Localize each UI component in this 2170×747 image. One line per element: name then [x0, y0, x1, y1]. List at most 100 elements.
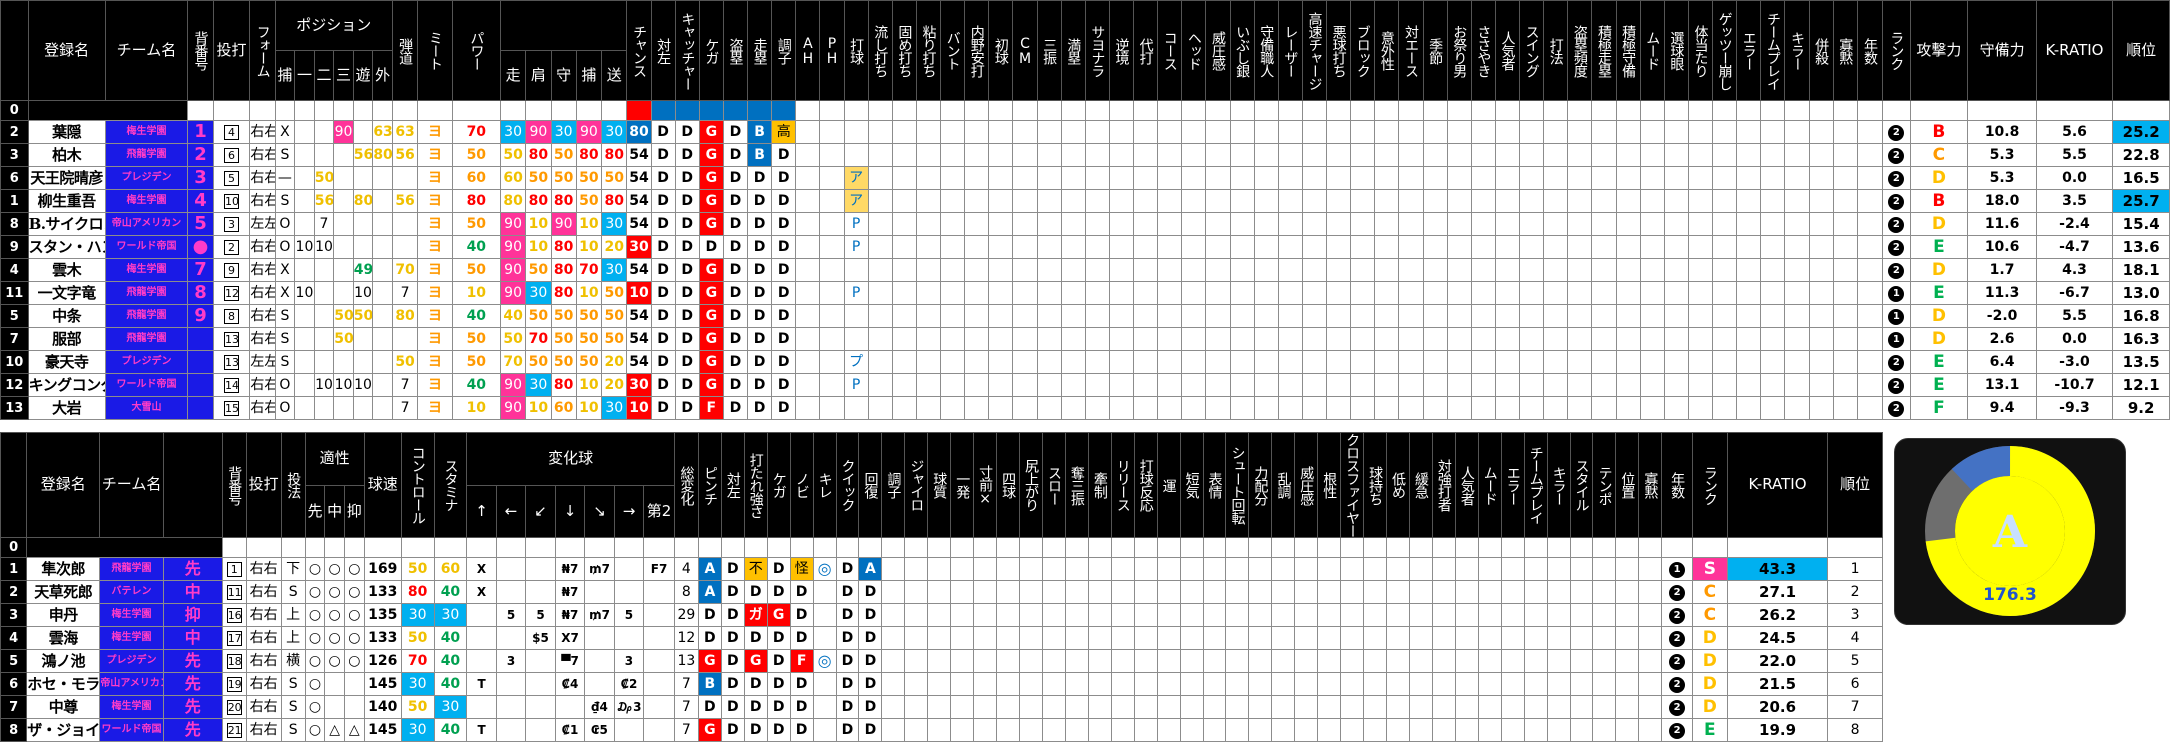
pitcher-row[interactable]: 6ホセ・モラス帝山アメリカン先19右右S○1453040T₡4₡27BDDDDD…	[0, 672, 1883, 696]
skill-cell	[1084, 212, 1110, 236]
skill-cell	[1301, 281, 1328, 305]
ability-value: 50	[575, 304, 603, 328]
skill-cell	[964, 166, 990, 190]
row-zero-skill	[843, 100, 869, 121]
header-skill: ケガ	[698, 0, 724, 101]
batter-row[interactable]: 8B.サイクロン帝山アメリカン53左左O7ヨ50901090103054DDGD…	[0, 212, 2170, 236]
ability-value: 50	[550, 143, 577, 167]
skill-cell	[1133, 373, 1159, 397]
skill-cell	[1205, 304, 1231, 328]
skill-cell	[1084, 373, 1110, 397]
batter-row[interactable]: 12キングコングBBワールド帝国14右右O1010107ヨ40903080102…	[0, 373, 2170, 397]
back-number-box: 5	[223, 170, 239, 186]
row-zero-blank	[525, 100, 552, 121]
skill-cell	[891, 143, 917, 167]
power: 60	[499, 166, 527, 190]
skill-cell	[1108, 373, 1135, 397]
position-value	[294, 166, 315, 190]
skill-cell	[1543, 350, 1569, 374]
power: 50	[499, 143, 527, 167]
skill-cell	[1784, 350, 1810, 374]
batter-row[interactable]: 6天王院晴彦プレジデン35右右—50ヨ60605050505054DDGDDDア…	[0, 166, 2170, 190]
header-skill: キラー	[1784, 0, 1810, 101]
years: 2	[1882, 396, 1911, 420]
skill-cell	[1712, 120, 1738, 144]
batter-row[interactable]: 10豪天寺プレジデン13左左S50ヨ50705050502054DDGDDDプ2…	[0, 350, 2170, 374]
skill-cell	[1784, 166, 1810, 190]
batter-row[interactable]: 4雲木梅生学園79右右X4970ヨ50905080703054DDGDDD2D1…	[0, 258, 2170, 282]
header-skill: K-RATIO	[1726, 432, 1829, 538]
skill-grade: D	[650, 304, 676, 328]
skill-cell	[1454, 603, 1479, 627]
skill-cell	[1712, 373, 1738, 397]
stamina: 40	[433, 718, 468, 742]
aptitude-mark: ○	[324, 626, 345, 650]
back-number-box: 17	[226, 630, 242, 646]
batter-row[interactable]: 11一文字竜飛龍学園812右右X10107ヨ10903080105010DDGD…	[0, 281, 2170, 305]
pitcher-row[interactable]: 3 申丹 梅生学園抑 16 右右上 ○ ○ ○ 135 30 30 5 5 ₦7 ₥7 5 29 D D ガ G D D D 2…	[0, 603, 1883, 627]
position-value: 50	[333, 304, 354, 328]
speed: 145	[363, 718, 402, 742]
skill-cell	[1060, 304, 1086, 328]
years: 2	[1661, 718, 1693, 742]
skill-cell	[1340, 649, 1365, 673]
position-value	[372, 327, 393, 351]
batter-row[interactable]: 13大岩大雪山15右右O7ヨ10901060103010DDFDDD2F9.4-…	[0, 396, 2170, 420]
batter-row[interactable]: 3柏木飛龍学園26右右S568056ヨ50508050808054DDGDBD2…	[0, 143, 2170, 167]
rank: D	[1909, 304, 1969, 328]
skill-cell	[867, 281, 893, 305]
skill-cell	[1546, 649, 1571, 673]
pitcher-row[interactable]: 2 天草死郎 バテレン中 11 右右 S ○ ○ ○ 133 80 40 X ₦7 8 A D D D D D D 2 C 27…	[0, 580, 1883, 604]
control: 50	[400, 557, 435, 581]
attack-power: 10.6	[1967, 235, 2038, 259]
breaking-ball: 5	[613, 603, 645, 627]
skill-cell	[881, 603, 906, 627]
attack-power: 11.3	[1967, 281, 2038, 305]
header-skill: 根性	[1317, 432, 1342, 538]
skill-cell	[1615, 557, 1640, 581]
ability-value: 30	[601, 396, 628, 420]
pitcher-row[interactable]: 4 雲海 梅生学園中 17 右右上 ○ ○ ○ 133 50 40 $5 X7 12 D D D D D D D 2 D 24…	[0, 626, 1883, 650]
pitcher-row[interactable]: 7 中尊 梅生学園先 20 右右 S ○ 140 50 30 ₫4 ₯3 7 D D D D D D D 2 D 20.6 7	[0, 695, 1883, 719]
skill-cell	[1470, 189, 1496, 213]
skill-cell	[1084, 396, 1110, 420]
batter-row[interactable]: 5中条飛龍学園98右右S505080ヨ40405050505054DDGDDD1…	[0, 304, 2170, 328]
back-number-box: 11	[226, 584, 242, 600]
defense-power: -9.3	[2036, 396, 2113, 420]
k-ratio: 16.3	[2111, 327, 2170, 351]
skill-cell	[1229, 327, 1255, 351]
skill-cell	[1422, 281, 1448, 305]
skill-cell	[1350, 258, 1376, 282]
batter-row[interactable]: 9スタン・ハンシンワールド帝国●2右右O1010ヨ40901080102030D…	[0, 235, 2170, 259]
batter-row[interactable]: 2葉隠梅生学園14右右X906363ヨ70309030903080DDGDB高2…	[0, 120, 2170, 144]
skill-cell	[1615, 396, 1641, 420]
attack-power: 13.1	[1967, 373, 2038, 397]
meet: 80	[451, 189, 501, 213]
pitcher-row[interactable]: 1 隼次郎 飛龍学園先 1 右右下 ○ ○ ○ 169 50 60 X ₦7 ₥7 F7 4 A D 不 D 怪 ◎ D A 1…	[0, 557, 1883, 581]
years: 2	[1882, 350, 1911, 374]
skill-grade: D	[766, 672, 791, 696]
skill-cell	[1639, 166, 1665, 190]
batter-row[interactable]: 1柳生重吾梅生学園410右右S568056ヨ80808080508054DDGD…	[0, 189, 2170, 213]
ability-value: 80	[626, 120, 652, 144]
pitcher-row[interactable]: 8ザ・ジョイントワールド帝国先21右右S○△△1453040T₡1₢57GDDD…	[0, 718, 1883, 742]
form: S	[274, 327, 296, 351]
batter-row[interactable]: 7服部飛龍学園13右右S50ヨ50507050505054DDGDDD1D2.6…	[0, 327, 2170, 351]
pitcher-row[interactable]: 5 鴻ノ池 プレジデン先 18 右右横 ○ ○ ○ 126 70 40 3 ▀7 3 13 G D G D F ◎ D D 2…	[0, 649, 1883, 673]
attack-power: -2.0	[1967, 304, 2038, 328]
ability-value: 54	[626, 212, 652, 236]
skill-cell	[950, 580, 975, 604]
skill-grade: D	[747, 396, 773, 420]
skill-cell	[1760, 350, 1786, 374]
skill-cell	[1133, 120, 1159, 144]
skill-grade: A	[858, 557, 883, 581]
rank: F	[1909, 396, 1969, 420]
skill-grade: D	[720, 649, 745, 673]
skill-cell	[1301, 304, 1328, 328]
throw-bat: 右右	[245, 603, 282, 627]
skill-cell	[1205, 396, 1231, 420]
trajectory: ヨ	[417, 281, 453, 305]
breaking-ball: 5	[525, 603, 556, 627]
team-name: ワールド帝国	[104, 373, 189, 397]
header-pos-sub: 外	[372, 50, 393, 101]
